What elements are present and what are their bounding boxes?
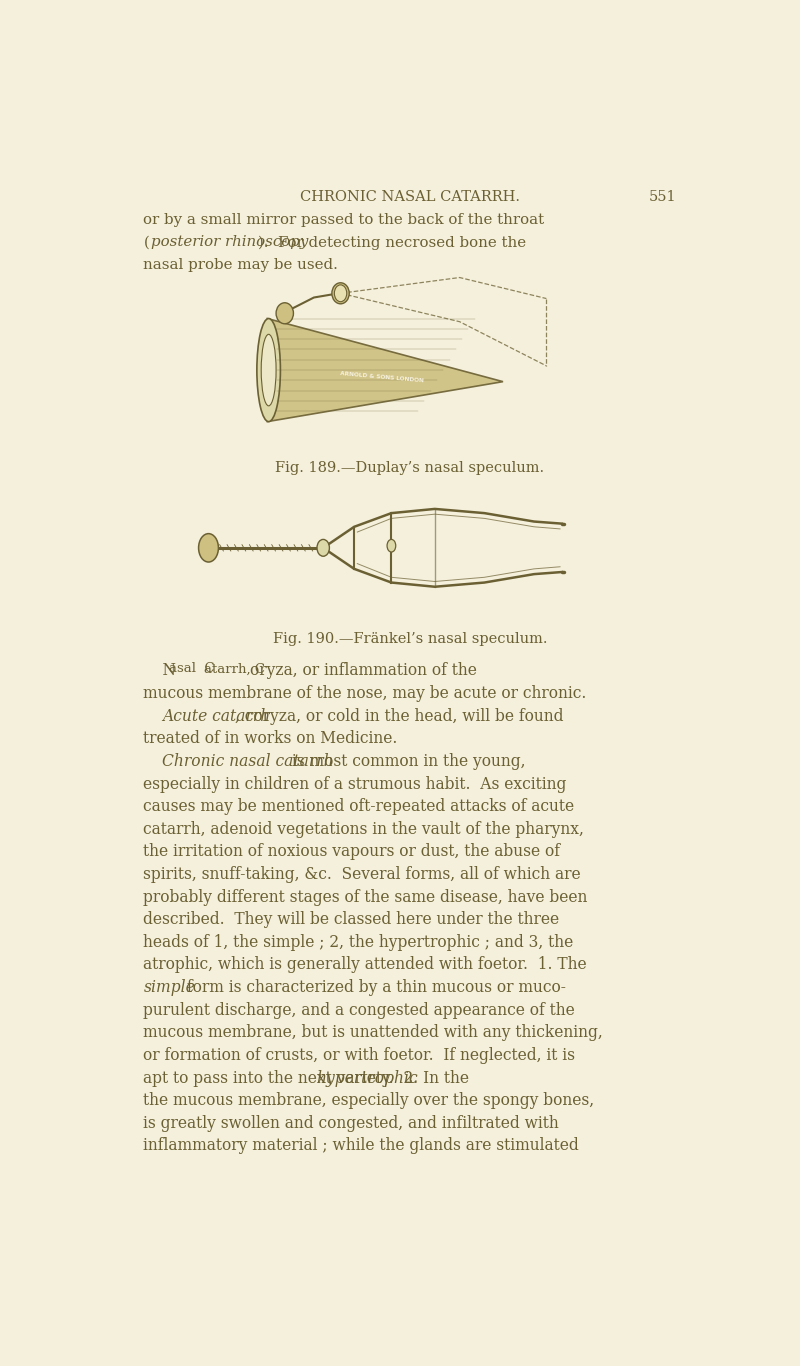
Ellipse shape xyxy=(332,283,350,303)
Text: Fig. 189.—Duplay’s nasal speculum.: Fig. 189.—Duplay’s nasal speculum. xyxy=(275,460,545,474)
Text: (: ( xyxy=(143,235,150,250)
Ellipse shape xyxy=(198,534,218,561)
Ellipse shape xyxy=(276,303,294,324)
Polygon shape xyxy=(267,318,503,422)
Text: hypertrophic: hypertrophic xyxy=(316,1070,418,1086)
Text: purulent discharge, and a congested appearance of the: purulent discharge, and a congested appe… xyxy=(143,1001,575,1019)
Text: nasal probe may be used.: nasal probe may be used. xyxy=(143,258,338,272)
Text: Chronic nasal catarrh: Chronic nasal catarrh xyxy=(162,753,334,770)
Text: ).  For detecting necrosed bone the: ). For detecting necrosed bone the xyxy=(258,235,526,250)
Text: posterior rhinoscopy: posterior rhinoscopy xyxy=(151,235,309,250)
Ellipse shape xyxy=(317,540,330,556)
Text: described.  They will be classed here under the three: described. They will be classed here und… xyxy=(143,911,559,929)
Text: 551: 551 xyxy=(649,190,677,204)
Ellipse shape xyxy=(334,285,346,302)
Text: is most common in the young,: is most common in the young, xyxy=(287,753,526,770)
Text: CHRONIC NASAL CATARRH.: CHRONIC NASAL CATARRH. xyxy=(300,190,520,204)
Text: the irritation of noxious vapours or dust, the abuse of: the irritation of noxious vapours or dus… xyxy=(143,843,560,861)
Text: causes may be mentioned oft-repeated attacks of acute: causes may be mentioned oft-repeated att… xyxy=(143,798,574,816)
Text: especially in children of a strumous habit.  As exciting: especially in children of a strumous hab… xyxy=(143,776,566,792)
Text: catarrh, adenoid vegetations in the vault of the pharynx,: catarrh, adenoid vegetations in the vaul… xyxy=(143,821,584,837)
Text: simple: simple xyxy=(143,979,195,996)
Text: spirits, snuff-taking, &c.  Several forms, all of which are: spirits, snuff-taking, &c. Several forms… xyxy=(143,866,581,882)
Text: heads of 1, the simple ; 2, the hypertrophic ; and 3, the: heads of 1, the simple ; 2, the hypertro… xyxy=(143,934,574,951)
Text: atrophic, which is generally attended with foetor.  1. The: atrophic, which is generally attended wi… xyxy=(143,956,587,974)
Text: or by a small mirror passed to the back of the throat: or by a small mirror passed to the back … xyxy=(143,213,545,227)
Text: oryza, or inflammation of the: oryza, or inflammation of the xyxy=(250,663,477,679)
Text: Acute catarrh: Acute catarrh xyxy=(162,708,270,725)
Text: atarrh, C: atarrh, C xyxy=(204,663,265,675)
Text: asal  C: asal C xyxy=(170,663,215,675)
Text: inflammatory material ; while the glands are stimulated: inflammatory material ; while the glands… xyxy=(143,1138,579,1154)
Ellipse shape xyxy=(387,540,396,552)
Ellipse shape xyxy=(257,318,281,422)
Ellipse shape xyxy=(261,335,276,406)
Text: is greatly swollen and congested, and infiltrated with: is greatly swollen and congested, and in… xyxy=(143,1115,559,1132)
Text: probably different stages of the same disease, have been: probably different stages of the same di… xyxy=(143,889,588,906)
Text: N: N xyxy=(143,663,176,679)
Text: , coryza, or cold in the head, will be found: , coryza, or cold in the head, will be f… xyxy=(235,708,564,725)
Text: the mucous membrane, especially over the spongy bones,: the mucous membrane, especially over the… xyxy=(143,1093,594,1109)
Text: mucous membrane of the nose, may be acute or chronic.: mucous membrane of the nose, may be acut… xyxy=(143,686,586,702)
Text: Fig. 190.—Fränkel’s nasal speculum.: Fig. 190.—Fränkel’s nasal speculum. xyxy=(273,632,547,646)
Text: mucous membrane, but is unattended with any thickening,: mucous membrane, but is unattended with … xyxy=(143,1024,603,1041)
Text: or formation of crusts, or with foetor.  If neglected, it is: or formation of crusts, or with foetor. … xyxy=(143,1046,575,1064)
Text: form is characterized by a thin mucous or muco-: form is characterized by a thin mucous o… xyxy=(182,979,566,996)
Text: apt to pass into the next variety.  2. In the: apt to pass into the next variety. 2. In… xyxy=(143,1070,474,1086)
Text: treated of in works on Medicine.: treated of in works on Medicine. xyxy=(143,731,398,747)
Text: ARNOLD & SONS LONDON: ARNOLD & SONS LONDON xyxy=(340,372,424,384)
